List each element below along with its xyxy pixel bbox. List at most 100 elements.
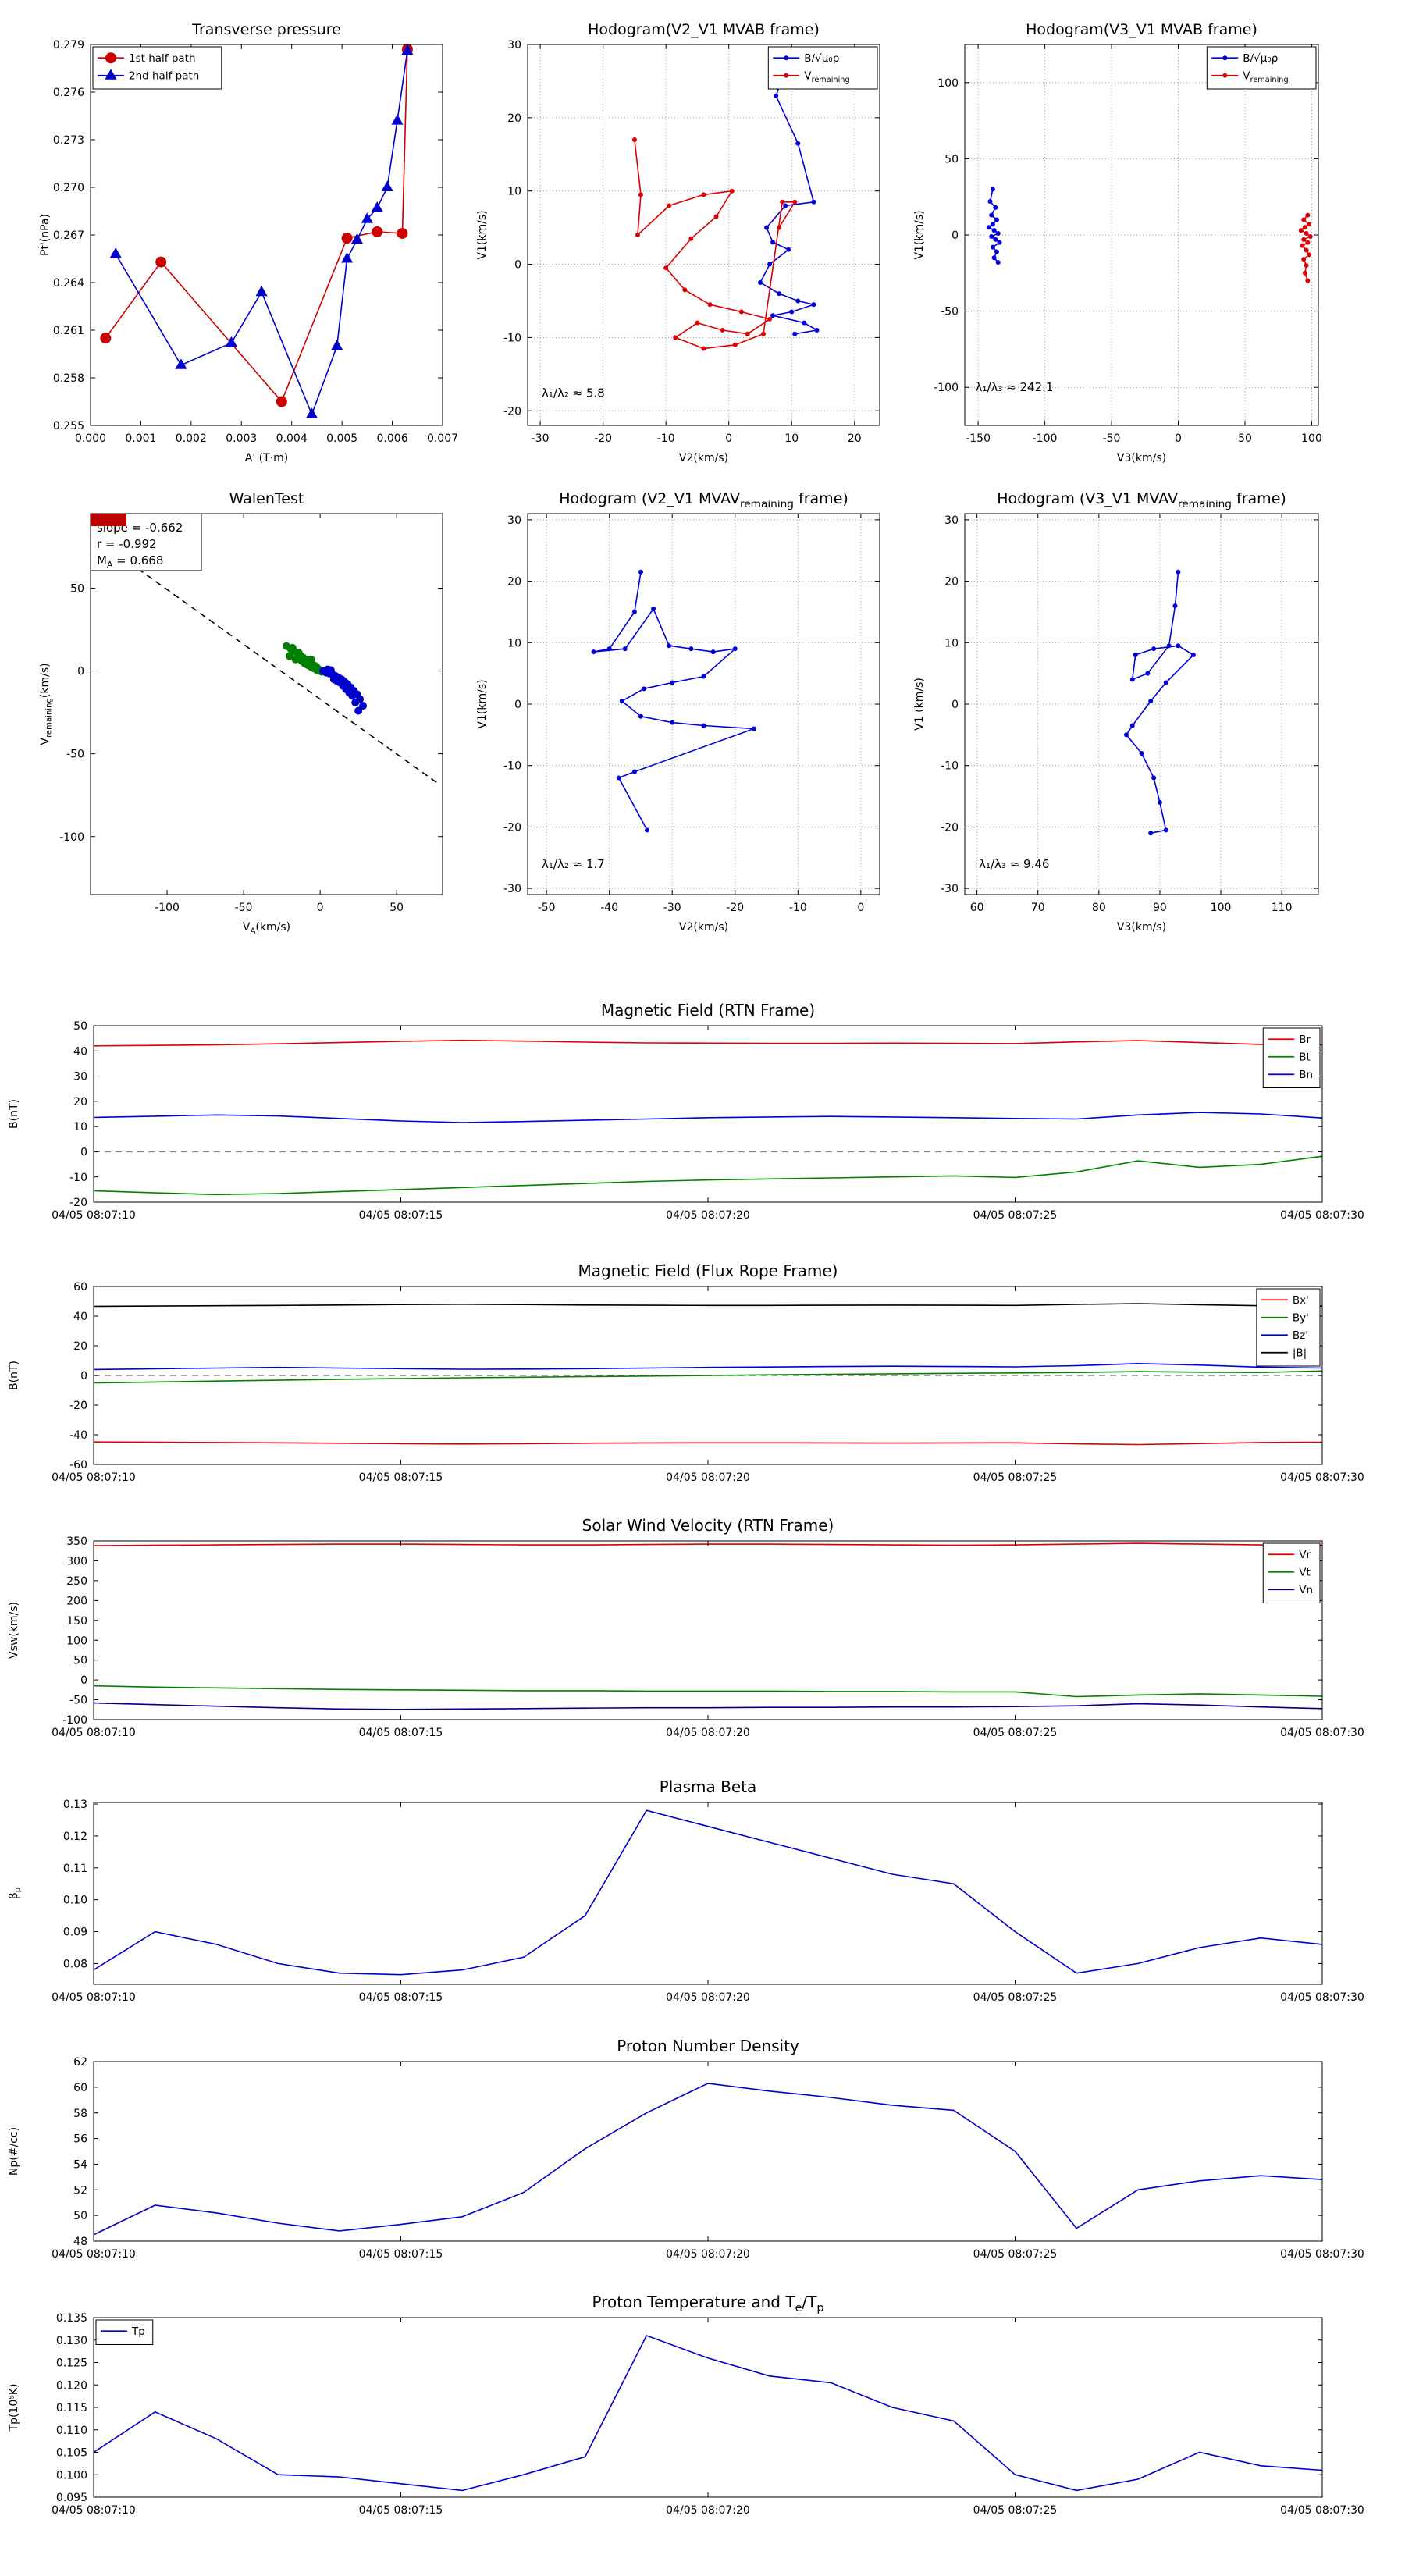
svg-text:40: 40 — [73, 1045, 87, 1058]
svg-text:30: 30 — [944, 514, 959, 527]
chart-title: Hodogram (V2_V1 MVAVremaining frame) — [559, 490, 848, 511]
svg-text:0.255: 0.255 — [53, 420, 84, 432]
svg-text:20: 20 — [944, 576, 959, 589]
legend: 1st half path 2nd half path — [92, 46, 222, 90]
svg-text:-50: -50 — [235, 902, 253, 914]
svg-text:04/05 08:07:20: 04/05 08:07:20 — [666, 2248, 750, 2261]
svg-text:-100: -100 — [155, 902, 180, 914]
svg-text:10: 10 — [73, 1121, 87, 1133]
svg-text:Vt: Vt — [1299, 1567, 1311, 1579]
svg-text:50: 50 — [73, 1655, 87, 1667]
chart-magnetic-field-rtn: 04/05 08:07:10 04/05 08:07:15 04/05 08:07:… — [0, 991, 1405, 1226]
series-Bx-prime — [93, 1441, 1323, 1446]
svg-text:50: 50 — [73, 1020, 87, 1033]
series-second-half-points — [319, 665, 368, 715]
svg-text:04/05 08:07:10: 04/05 08:07:10 — [52, 1471, 136, 1484]
svg-text:2nd half path: 2nd half path — [129, 70, 199, 83]
chart-title: Transverse pressure — [191, 21, 341, 38]
chart-svg-proton-number-density: 04/05 08:07:10 04/05 08:07:15 04/05 08:07:… — [8, 2037, 1364, 2261]
svg-text:0.279: 0.279 — [53, 39, 84, 52]
svg-text:-150: -150 — [966, 432, 991, 445]
svg-text:-40: -40 — [69, 1429, 87, 1442]
svg-text:0.000: 0.000 — [75, 432, 106, 445]
chart-magnetic-field-flux-rope: 04/05 08:07:10 04/05 08:07:15 04/05 08:07:… — [0, 1258, 1405, 1489]
svg-text:40: 40 — [73, 1311, 87, 1323]
svg-text:250: 250 — [66, 1575, 87, 1588]
series-first-half-points — [282, 642, 326, 676]
svg-text:10: 10 — [944, 637, 959, 649]
svg-text:20: 20 — [507, 576, 521, 589]
svg-text:04/05 08:07:15: 04/05 08:07:15 — [359, 1471, 443, 1484]
legend: Vr Vt Vn — [1262, 1542, 1321, 1603]
chart-title: Solar Wind Velocity (RTN Frame) — [582, 1516, 834, 1535]
svg-text:52: 52 — [73, 2184, 87, 2197]
chart-walen-test: -100 -50 0 50 -100 -50 0 50 WalenTest VA(km/s) Vre… — [31, 490, 468, 943]
chart-svg-walen-test: -100 -50 0 50 -100 -50 0 50 WalenTest VA(km/s) Vre… — [39, 490, 443, 936]
svg-text:B/√μ₀ρ: B/√μ₀ρ — [1243, 52, 1278, 65]
chart-svg-magnetic-field-flux-rope: 04/05 08:07:10 04/05 08:07:15 04/05 08:07:… — [8, 1261, 1364, 1484]
svg-text:0.095: 0.095 — [56, 2492, 87, 2504]
chart-title: WalenTest — [229, 490, 304, 507]
svg-text:-100: -100 — [1033, 432, 1058, 445]
svg-text:0: 0 — [951, 229, 959, 242]
svg-text:-20: -20 — [503, 821, 521, 834]
svg-text:50: 50 — [1238, 432, 1252, 445]
svg-text:50: 50 — [70, 583, 84, 596]
svg-text:0: 0 — [514, 259, 521, 272]
legend: Bx' By' Bz' |B| — [1256, 1288, 1321, 1367]
chart-proton-number-density: 04/05 08:07:10 04/05 08:07:15 04/05 08:07:… — [0, 2033, 1405, 2267]
svg-text:-50: -50 — [69, 1695, 87, 1707]
chart-title: Proton Temperature and Te/Tp — [592, 2293, 823, 2314]
svg-text:0.08: 0.08 — [63, 1958, 87, 1970]
svg-text:-20: -20 — [594, 432, 612, 445]
chart-svg-hodogram-v3v1-mvab: -150 -100 -50 0 50 100 -100 -50 0 50 100 Hodogram(V… — [913, 21, 1322, 464]
svg-text:04/05 08:07:30: 04/05 08:07:30 — [1280, 2248, 1364, 2261]
series-Tp — [93, 2335, 1323, 2492]
chart-solar-wind-velocity: 04/05 08:07:10 04/05 08:07:15 04/05 08:07:… — [0, 1513, 1405, 1745]
svg-text:0: 0 — [317, 902, 324, 914]
svg-text:V1(km/s): V1(km/s) — [476, 679, 489, 728]
svg-text:04/05 08:07:30: 04/05 08:07:30 — [1280, 1991, 1364, 2004]
svg-text:0.003: 0.003 — [226, 432, 257, 445]
svg-text:By': By' — [1293, 1312, 1309, 1325]
series-2nd-half-path — [109, 44, 414, 418]
svg-text:04/05 08:07:25: 04/05 08:07:25 — [973, 2504, 1058, 2517]
chart-transverse-pressure: 0.000 0.001 0.002 0.003 0.004 0.005 0.006 0.007… — [31, 0, 468, 482]
svg-text:-20: -20 — [503, 405, 521, 418]
svg-text:V1(km/s): V1(km/s) — [913, 210, 926, 259]
svg-text:100: 100 — [1301, 432, 1322, 445]
chart-hodogram-v3v1-mvab: -150 -100 -50 0 50 100 -100 -50 0 50 100 Hodogram(V… — [905, 0, 1344, 482]
series-v2v1-path — [591, 569, 756, 833]
svg-text:-50: -50 — [1103, 432, 1121, 445]
svg-text:-30: -30 — [663, 902, 681, 914]
svg-text:04/05 08:07:15: 04/05 08:07:15 — [359, 1991, 443, 2004]
svg-text:04/05 08:07:25: 04/05 08:07:25 — [973, 2248, 1058, 2261]
chart-plasma-beta: 04/05 08:07:10 04/05 08:07:15 04/05 08:07:… — [0, 1774, 1405, 2009]
svg-text:04/05 08:07:10: 04/05 08:07:10 — [52, 1209, 136, 1222]
svg-text:βp: βp — [8, 1888, 23, 1899]
legend: B/√μ₀ρ Vremaining — [1206, 46, 1317, 90]
svg-text:-10: -10 — [789, 902, 807, 914]
series-B-magnitude — [93, 1303, 1323, 1308]
svg-text:-30: -30 — [941, 883, 959, 895]
svg-text:56: 56 — [73, 2133, 87, 2146]
svg-text:0.09: 0.09 — [63, 1927, 87, 1939]
svg-text:V3(km/s): V3(km/s) — [1117, 921, 1166, 934]
svg-text:-30: -30 — [532, 432, 550, 445]
svg-text:-20: -20 — [726, 902, 744, 914]
svg-text:200: 200 — [66, 1595, 87, 1607]
svg-text:B(nT): B(nT) — [8, 1361, 20, 1390]
svg-text:58: 58 — [73, 2108, 87, 2120]
series-V-remaining — [631, 137, 798, 351]
svg-text:350: 350 — [66, 1535, 87, 1548]
svg-text:-50: -50 — [538, 902, 556, 914]
svg-text:80: 80 — [1092, 902, 1106, 914]
svg-text:20: 20 — [73, 1096, 87, 1108]
svg-text:Vsw(km/s): Vsw(km/s) — [8, 1602, 20, 1659]
svg-text:-10: -10 — [657, 432, 675, 445]
svg-text:-20: -20 — [69, 1197, 87, 1209]
svg-text:0.13: 0.13 — [63, 1799, 87, 1811]
svg-text:-50: -50 — [66, 749, 84, 761]
svg-text:20: 20 — [73, 1340, 87, 1353]
svg-text:100: 100 — [66, 1635, 87, 1647]
